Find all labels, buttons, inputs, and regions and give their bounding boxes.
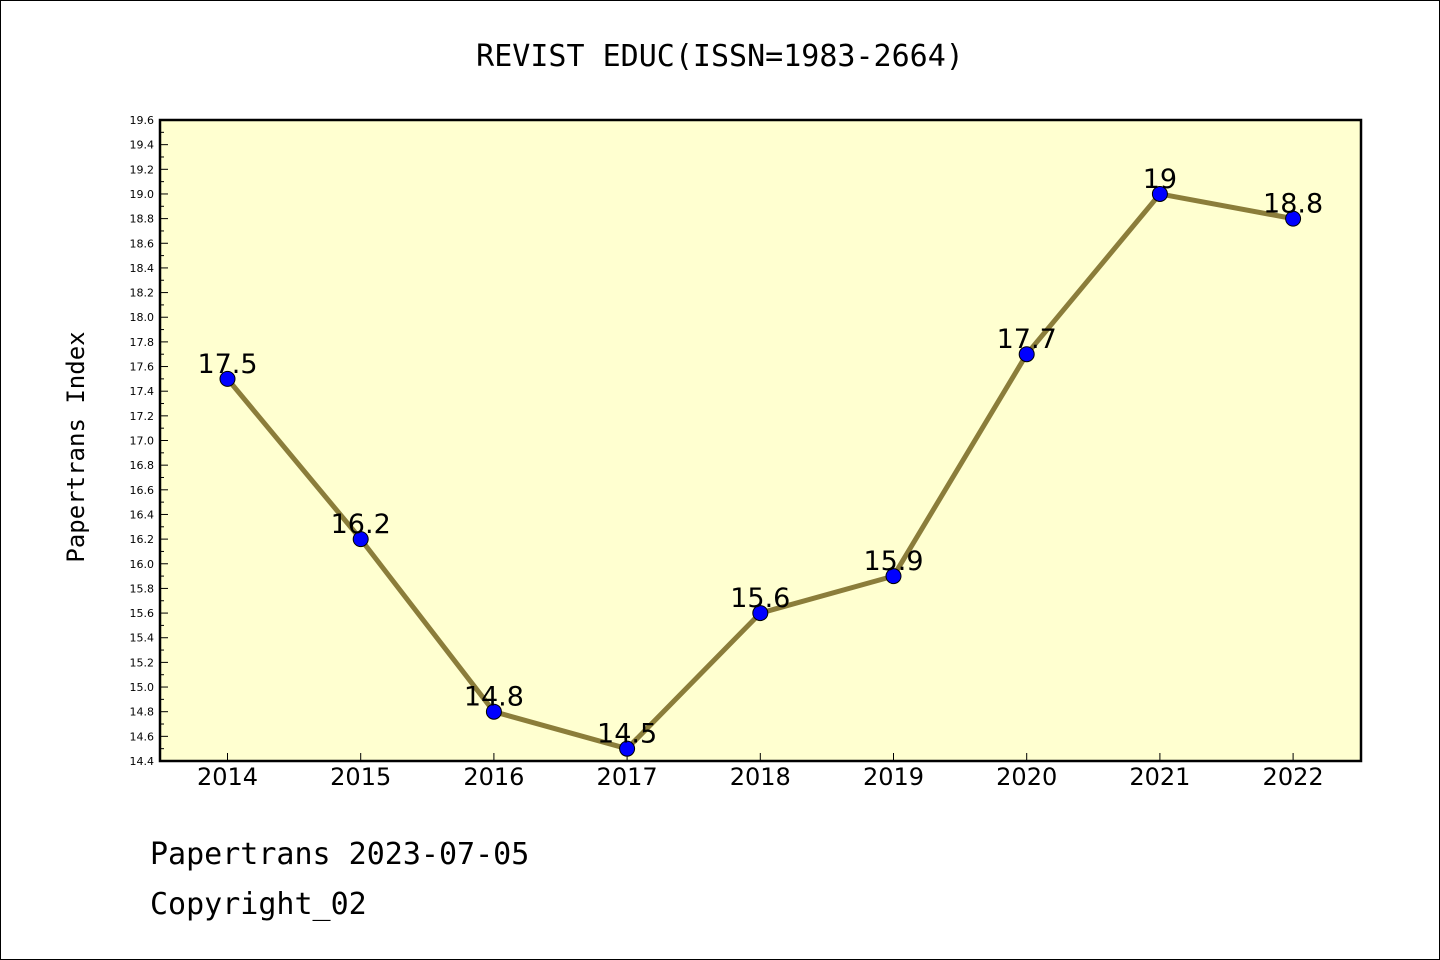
- data-point-2017: [619, 740, 636, 757]
- y-tick-label: 15.6: [130, 607, 155, 620]
- plot-border: [158, 118, 1363, 763]
- data-point-2019: [885, 568, 902, 585]
- x-tick-label-2019: 2019: [863, 763, 924, 791]
- data-label-2019: 15.9: [863, 546, 923, 577]
- y-tick-label: 17.6: [130, 361, 155, 374]
- footer-copyright: Copyright_02: [150, 887, 367, 922]
- y-tick-label: 16.0: [130, 558, 155, 571]
- y-tick-label: 15.8: [130, 582, 155, 595]
- data-label-2017: 14.5: [597, 719, 657, 750]
- y-tick-label: 16.6: [130, 484, 155, 497]
- data-point-2021: [1151, 185, 1168, 202]
- x-tick-label-2014: 2014: [197, 763, 258, 791]
- y-tick-label: 17.0: [130, 435, 155, 448]
- y-tick-label: 19.6: [130, 114, 155, 127]
- x-tick-label-2016: 2016: [463, 763, 524, 791]
- y-tick-label: 14.6: [130, 730, 155, 743]
- y-tick-label: 17.4: [130, 385, 155, 398]
- y-tick-label: 19.2: [130, 163, 155, 176]
- y-tick-label: 18.6: [130, 237, 155, 250]
- y-tick-label: 15.2: [130, 656, 155, 669]
- y-axis-label: Papertrans Index: [62, 331, 90, 562]
- y-tick-label: 17.8: [130, 336, 155, 349]
- data-point-2022: [1285, 210, 1302, 227]
- chart-title: REVIST EDUC(ISSN=1983-2664): [476, 39, 964, 74]
- data-point-2020: [1018, 346, 1035, 363]
- data-point-2014: [219, 370, 236, 387]
- data-point-2016: [485, 703, 502, 720]
- x-tick-label-2017: 2017: [597, 763, 658, 791]
- data-label-2020: 17.7: [997, 324, 1057, 355]
- x-tick-label-2022: 2022: [1263, 763, 1324, 791]
- y-tick-label: 18.8: [130, 213, 155, 226]
- data-label-2015: 16.2: [331, 509, 391, 540]
- data-label-2014: 17.5: [197, 349, 257, 380]
- y-tick-label: 19.0: [130, 188, 155, 201]
- plot-area: [160, 120, 1361, 761]
- y-tick-label: 15.4: [130, 632, 155, 645]
- y-tick-label: 18.2: [130, 287, 155, 300]
- y-tick-label: 15.0: [130, 681, 155, 694]
- y-tick-label: 16.2: [130, 533, 155, 546]
- y-tick-label: 14.8: [130, 706, 155, 719]
- y-tick-label: 14.4: [130, 755, 155, 768]
- data-point-2015: [352, 531, 369, 548]
- footer-date: Papertrans 2023-07-05: [150, 837, 529, 872]
- y-tick-label: 18.0: [130, 311, 155, 324]
- data-label-2016: 14.8: [464, 682, 524, 713]
- data-label-2022: 18.8: [1263, 189, 1323, 220]
- x-tick-label-2021: 2021: [1129, 763, 1190, 791]
- data-label-2018: 15.6: [730, 583, 790, 614]
- y-tick-label: 18.4: [130, 262, 155, 275]
- data-label-2021: 19: [1143, 164, 1177, 195]
- y-tick-label: 16.8: [130, 459, 155, 472]
- data-point-2018: [752, 605, 769, 622]
- x-tick-label-2020: 2020: [996, 763, 1057, 791]
- x-tick-label-2018: 2018: [730, 763, 791, 791]
- x-tick-label-2015: 2015: [330, 763, 391, 791]
- y-tick-label: 16.4: [130, 508, 155, 521]
- y-tick-label: 19.4: [130, 139, 155, 152]
- y-tick-label: 17.2: [130, 410, 155, 423]
